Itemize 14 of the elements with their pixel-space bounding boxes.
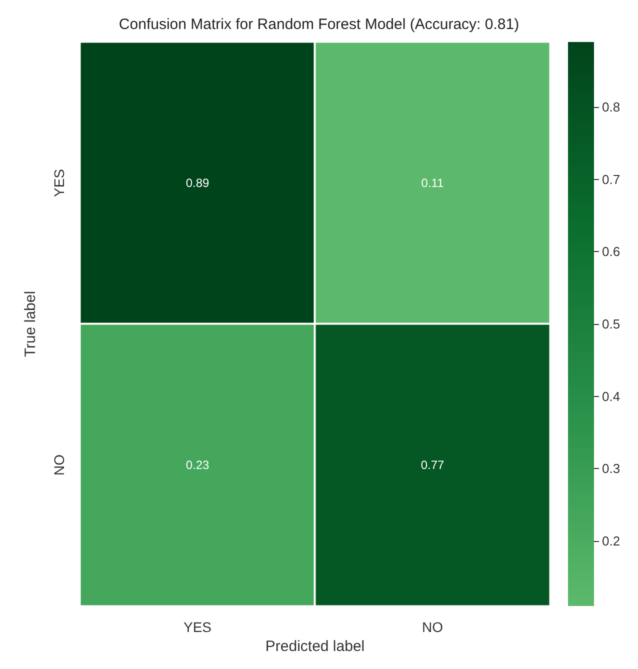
color-bar-label: 0.7 xyxy=(602,172,620,187)
color-bar-label: 0.6 xyxy=(602,244,620,260)
data-label: 0.77 xyxy=(420,458,444,472)
color-bar-label: 0.4 xyxy=(602,388,620,404)
data-label: 0.23 xyxy=(186,458,210,472)
color-bar-label: 0.3 xyxy=(602,461,620,476)
chart-title: Confusion Matrix for Random Forest Model (Accuracy: 0.81) xyxy=(118,16,520,33)
color-bar-label: 0.8 xyxy=(602,100,620,115)
color-bar-label: 0.5 xyxy=(602,316,620,332)
color-bar-label: 0.2 xyxy=(602,533,620,548)
y-axis-title: True label xyxy=(22,290,39,358)
x-axis-title: Predicted label xyxy=(265,638,365,655)
data-label: 0.89 xyxy=(186,176,210,190)
data-label: 0.11 xyxy=(421,176,444,190)
